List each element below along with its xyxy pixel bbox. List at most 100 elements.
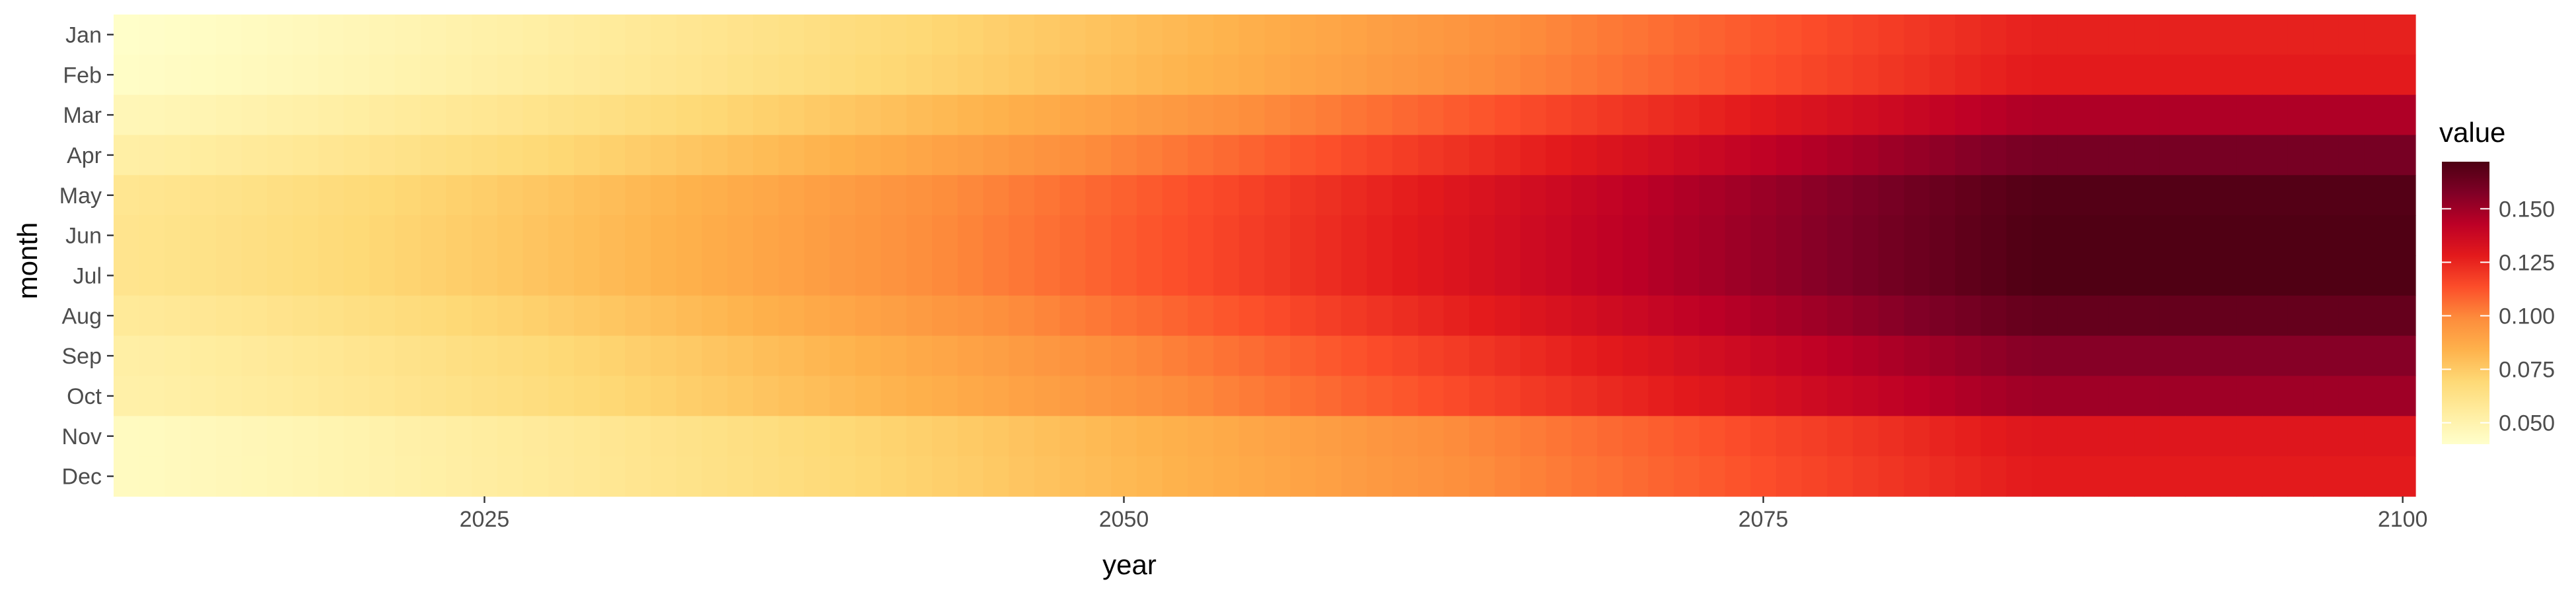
heatmap-cell [1238, 54, 1266, 96]
heatmap-cell [548, 255, 575, 296]
heatmap-cell [1648, 54, 1674, 96]
heatmap-cell [855, 376, 882, 416]
heatmap-cell [1980, 175, 2007, 216]
heatmap-cell [472, 255, 498, 296]
heatmap-cell [1750, 215, 1777, 256]
heatmap-cell [1238, 335, 1266, 377]
heatmap-cell [267, 416, 293, 457]
heatmap-cell [114, 456, 140, 497]
heatmap-cell [932, 94, 958, 136]
heatmap-cell [855, 255, 882, 296]
heatmap-cell [446, 255, 472, 296]
heatmap-cell [1904, 135, 1930, 176]
heatmap-cell [574, 54, 600, 96]
heatmap-cell [1136, 175, 1163, 216]
heatmap-cell [880, 15, 907, 55]
heatmap-cell [2108, 15, 2135, 55]
heatmap-cell [1238, 416, 1266, 457]
heatmap-cell [1853, 54, 1879, 96]
heatmap-cell [1674, 456, 1700, 497]
heatmap-cell [1417, 15, 1445, 55]
heatmap-cell [215, 255, 242, 296]
heatmap-cell [1980, 215, 2007, 256]
heatmap-cell [727, 335, 754, 377]
heatmap-cell [1929, 456, 1956, 497]
heatmap-cell [1546, 15, 1572, 55]
y-axis-title: month [12, 222, 43, 300]
heatmap-cell [1725, 94, 1751, 136]
heatmap-cell [625, 416, 651, 457]
heatmap-cell [139, 456, 166, 497]
heatmap-cell [1596, 215, 1624, 256]
heatmap-cell [267, 295, 293, 337]
heatmap-cell [1136, 295, 1163, 337]
heatmap-cell [1417, 295, 1445, 337]
heatmap-cell [318, 295, 345, 337]
heatmap-cell [1417, 376, 1445, 416]
heatmap-cell [1392, 456, 1419, 497]
heatmap-cell [1469, 416, 1495, 457]
heatmap-cell [1801, 335, 1828, 377]
heatmap-cell [2313, 295, 2340, 337]
heatmap-cell [1469, 175, 1495, 216]
heatmap-cell [599, 15, 626, 55]
heatmap-cell [676, 135, 703, 176]
heatmap-cell [1136, 135, 1163, 176]
heatmap-cell [1264, 456, 1291, 497]
heatmap-cell [241, 135, 268, 176]
heatmap-cell [574, 135, 600, 176]
heatmap-cell [880, 54, 907, 96]
heatmap-cell [1725, 255, 1751, 296]
heatmap-cell [1904, 255, 1930, 296]
y-tick-label: Feb [63, 63, 102, 88]
heatmap-cell [2134, 376, 2161, 416]
heatmap-cell [1929, 94, 1956, 136]
heatmap-cell [1699, 175, 1726, 216]
heatmap-cell [983, 15, 1009, 55]
heatmap-cell [1546, 54, 1572, 96]
heatmap-cell [1085, 416, 1112, 457]
heatmap-cell [2338, 135, 2365, 176]
heatmap-cell [2262, 416, 2288, 457]
heatmap-cell [1622, 456, 1649, 497]
heatmap-cell [446, 215, 472, 256]
heatmap-cell [318, 175, 345, 216]
heatmap-cell [1546, 295, 1572, 337]
heatmap-cell [599, 175, 626, 216]
heatmap-cell [2390, 295, 2416, 337]
heatmap-cell [241, 456, 268, 497]
heatmap-cell [957, 54, 984, 96]
heatmap-cell [625, 255, 651, 296]
heatmap-cell [215, 135, 242, 176]
heatmap-cell [2390, 255, 2416, 296]
heatmap-cell [369, 215, 396, 256]
heatmap-cell [1034, 416, 1061, 457]
heatmap-cell [1188, 215, 1214, 256]
heatmap-cell [2236, 416, 2263, 457]
heatmap-cell [1111, 135, 1137, 176]
heatmap-cell [957, 175, 984, 216]
heatmap-cell [804, 335, 830, 377]
heatmap-cell [1571, 54, 1598, 96]
heatmap-cell [2262, 255, 2288, 296]
heatmap-cell [2390, 416, 2416, 457]
heatmap-cell [1546, 255, 1572, 296]
heatmap-cell [1699, 456, 1726, 497]
heatmap-cell [1443, 135, 1470, 176]
heatmap-cell [114, 335, 140, 377]
heatmap-cell [1136, 456, 1163, 497]
heatmap-cell [293, 94, 319, 136]
heatmap-cell [2108, 215, 2135, 256]
heatmap-cell [343, 416, 370, 457]
heatmap-cell [983, 416, 1009, 457]
heatmap-cell [1904, 295, 1930, 337]
heatmap-cell [1853, 456, 1879, 497]
heatmap-cell [2287, 54, 2314, 96]
heatmap-cell [1111, 416, 1137, 457]
heatmap-cell [2185, 94, 2211, 136]
heatmap-cell [957, 255, 984, 296]
heatmap-cell [599, 376, 626, 416]
x-axis-title: year [1102, 549, 1157, 580]
heatmap-cell [2159, 255, 2186, 296]
heatmap-cell [1341, 416, 1367, 457]
